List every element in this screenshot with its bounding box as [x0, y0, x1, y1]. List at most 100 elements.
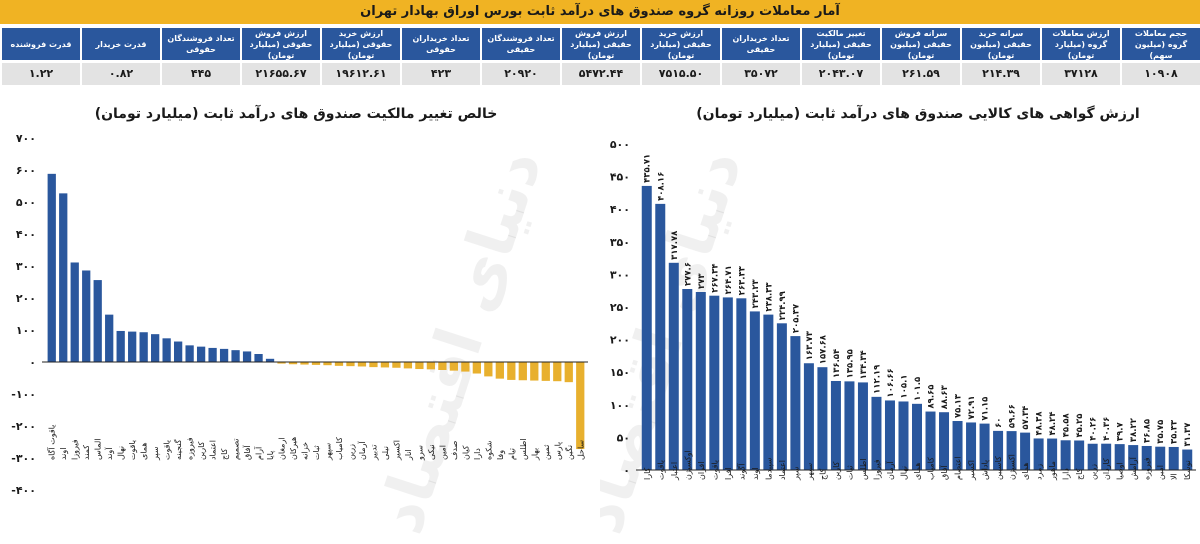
bar	[695, 292, 706, 470]
bar	[553, 362, 562, 382]
data-label: ۳۸.۲۲	[1129, 417, 1139, 442]
category-label: آرام	[254, 446, 264, 460]
category-label: نهال	[117, 446, 126, 460]
bar	[1168, 446, 1179, 470]
stat-column: تغییر مالکیت حقیقی (میلیارد تومان) ۲۰۴۳.۰…	[800, 28, 880, 86]
commodity-certificates-chart: دنیای اقتصادارزش گواهی های کالایی صندوق …	[600, 104, 1196, 542]
y-tick-label: ۴۰۰	[16, 228, 36, 241]
category-label: اوکسیژن	[683, 450, 692, 480]
y-tick-label: ۰	[623, 464, 630, 477]
category-label: امین	[438, 445, 447, 460]
data-label: ۲۷۳	[697, 273, 707, 289]
bar	[790, 336, 801, 470]
stat-value: ۰.۸۲	[80, 63, 160, 85]
stat-label: تعداد فروشندگان حقیقی	[480, 28, 560, 60]
y-tick-label: ۷۰۰	[16, 132, 36, 145]
category-label: الا	[1170, 473, 1179, 480]
stat-label: سرانه خرید حقیقی (میلیون تومان)	[960, 28, 1040, 60]
stat-value: ۵۴۷۲.۴۴	[560, 63, 640, 85]
category-label: اوند	[751, 467, 760, 480]
stat-column: ارزش خرید حقیقی (میلیارد تومان) ۷۵۱۵.۵۰	[640, 28, 720, 86]
category-label: اطلس	[859, 459, 868, 480]
category-label: کامیاب	[335, 437, 344, 460]
category-label: اوند	[59, 447, 68, 460]
bar	[403, 362, 413, 369]
y-tick-label: -۳۰۰	[11, 452, 36, 465]
data-label: ۴۰۸.۱۶	[656, 172, 666, 201]
bar	[857, 382, 868, 470]
category-label: ساحل	[576, 440, 585, 460]
bar	[484, 362, 493, 377]
data-label: ۳۵.۷۵	[1156, 420, 1166, 444]
bar	[898, 401, 909, 470]
bar	[277, 362, 286, 364]
category-label: زرین	[346, 444, 355, 460]
bar	[346, 362, 355, 367]
bar	[1006, 431, 1017, 470]
category-label: اکسیژن	[1008, 454, 1017, 480]
y-tick-label: ۵۰۰	[16, 196, 36, 209]
category-label: سپیدما	[764, 457, 773, 480]
category-label: زمرد	[1035, 464, 1044, 480]
category-label: نیلی	[381, 446, 390, 460]
bar	[1155, 446, 1166, 470]
bar	[59, 193, 68, 362]
category-label: خزانه	[301, 442, 310, 460]
bar	[884, 400, 895, 470]
bar	[564, 362, 573, 383]
data-label: ۳۱۷.۷۸	[670, 230, 680, 260]
chart-title: خالص تغییر مالکیت صندوق های درآمد ثابت (…	[95, 104, 498, 122]
category-label: زرین	[1089, 464, 1098, 480]
y-tick-label: -۲۰۰	[11, 420, 36, 433]
category-label: امین	[1156, 465, 1165, 480]
bar	[288, 362, 298, 365]
category-label: کاج	[1075, 468, 1084, 480]
y-tick-label: ۱۵۰	[610, 366, 630, 379]
stat-column: ارزش فروش حقوقی (میلیارد تومان) ۲۱۶۵۵.۶۷	[240, 28, 320, 86]
y-tick-label: ۱۰۰	[610, 399, 630, 412]
stat-value: ۲۱۶۵۵.۶۷	[240, 63, 320, 85]
data-label: ۷۲.۹۱	[967, 395, 977, 419]
y-tick-label: ۱۰۰	[16, 324, 36, 337]
y-tick-label: ۴۰۰	[610, 203, 630, 216]
data-label: ۲۴۳.۲۳	[751, 278, 761, 308]
category-label: تصمیم	[232, 438, 241, 460]
data-label: ۲۶۴.۷۱	[724, 265, 734, 294]
y-tick-label: ۵۰	[617, 431, 630, 444]
category-label: دارا	[1062, 468, 1071, 480]
bar	[162, 338, 171, 362]
category-label: پایا	[266, 451, 275, 460]
bar	[139, 332, 148, 362]
category-label: کارین	[832, 461, 841, 480]
category-label: همای	[140, 442, 149, 460]
data-label: ۷۱.۱۵	[981, 397, 991, 421]
bar	[844, 381, 855, 470]
category-label: تدبیر	[369, 445, 378, 461]
data-label: ۳۶.۸۵	[1143, 419, 1153, 443]
category-label: شکوه	[484, 440, 493, 460]
page-title: آمار معاملات روزانه گروه صندوق های درآمد…	[0, 0, 1200, 24]
stat-value: ۴۴۵	[160, 63, 240, 85]
bar	[518, 362, 527, 381]
data-label: ۴۸.۳۸	[1035, 411, 1045, 436]
stat-label: قدرت خریدار	[80, 28, 160, 60]
bar	[151, 334, 160, 362]
bar	[655, 203, 666, 470]
watermark: دنیای اقتصاد	[363, 141, 556, 542]
bar	[749, 311, 760, 470]
stat-column: تعداد فروشندگان حقوقی ۴۴۵	[160, 28, 240, 86]
data-label: ۴۵.۵۸	[1062, 412, 1072, 437]
category-label: سپهر	[805, 462, 814, 481]
category-label: کاج	[220, 448, 229, 460]
y-tick-label: ۳۰۰	[16, 260, 36, 273]
category-label: کاسپین	[994, 456, 1003, 480]
category-label: یاقوت آگاه	[47, 425, 57, 460]
stat-value: ۴۲۳	[400, 63, 480, 85]
category-label: فیروزا	[71, 439, 80, 460]
bar	[173, 341, 183, 362]
bar	[1074, 440, 1085, 470]
bar	[116, 330, 125, 362]
bar	[1033, 438, 1044, 470]
stat-column: تعداد فروشندگان حقیقی ۲۰۹۲۰	[480, 28, 560, 86]
category-label: اوصیا	[1116, 462, 1125, 480]
